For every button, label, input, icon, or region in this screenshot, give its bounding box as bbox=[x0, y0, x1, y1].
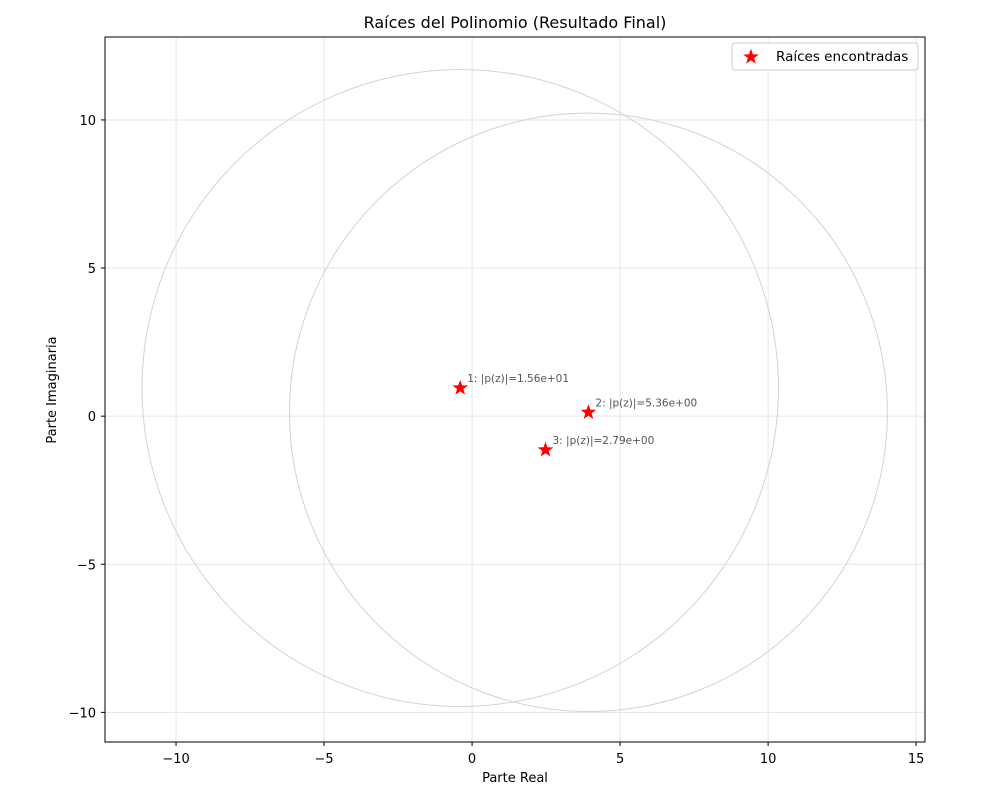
y-tick-label: −5 bbox=[77, 558, 96, 573]
x-tick-label: 0 bbox=[468, 752, 476, 767]
root-annotation: 2: |p(z)|=5.36e+00 bbox=[595, 397, 697, 409]
y-axis-label: Parte Imaginaria bbox=[45, 336, 60, 443]
x-tick-label: 10 bbox=[760, 752, 777, 767]
x-tick-label: 15 bbox=[908, 752, 925, 767]
legend-box bbox=[731, 42, 919, 71]
grid-lines bbox=[105, 37, 925, 742]
root-star-marker bbox=[537, 441, 554, 457]
x-tick-label: −10 bbox=[162, 752, 189, 767]
legend-star-marker bbox=[743, 48, 759, 64]
y-tick-label: −10 bbox=[69, 706, 96, 721]
y-tick-label: 5 bbox=[88, 262, 96, 277]
markers-layer bbox=[452, 379, 597, 457]
root-annotation: 3: |p(z)|=2.79e+00 bbox=[552, 435, 654, 447]
root-star-marker bbox=[452, 379, 469, 395]
x-axis-label: Parte Real bbox=[482, 771, 548, 786]
ticks-layer: −10 −5 0 5 10 15 −10 −5 0 5 10 bbox=[69, 114, 925, 767]
y-tick-label: 10 bbox=[79, 114, 96, 129]
chart-title: Raíces del Polinomio (Resultado Final) bbox=[364, 13, 667, 32]
legend: Raíces encontradas bbox=[731, 42, 919, 71]
root-star-marker bbox=[580, 404, 597, 419]
x-tick-label: 5 bbox=[616, 752, 624, 767]
root-annotation: 1: |p(z)|=1.56e+01 bbox=[467, 373, 569, 385]
legend-label: Raíces encontradas bbox=[776, 49, 908, 65]
circles-layer bbox=[141, 69, 888, 712]
plot-frame bbox=[104, 36, 926, 743]
annotations-layer: 1: |p(z)|=1.56e+01 2: |p(z)|=5.36e+00 3: |… bbox=[467, 373, 697, 447]
bound-circle bbox=[141, 69, 779, 707]
x-tick-label: −5 bbox=[314, 752, 333, 767]
bound-circle bbox=[288, 112, 888, 712]
y-tick-label: 0 bbox=[88, 410, 96, 425]
